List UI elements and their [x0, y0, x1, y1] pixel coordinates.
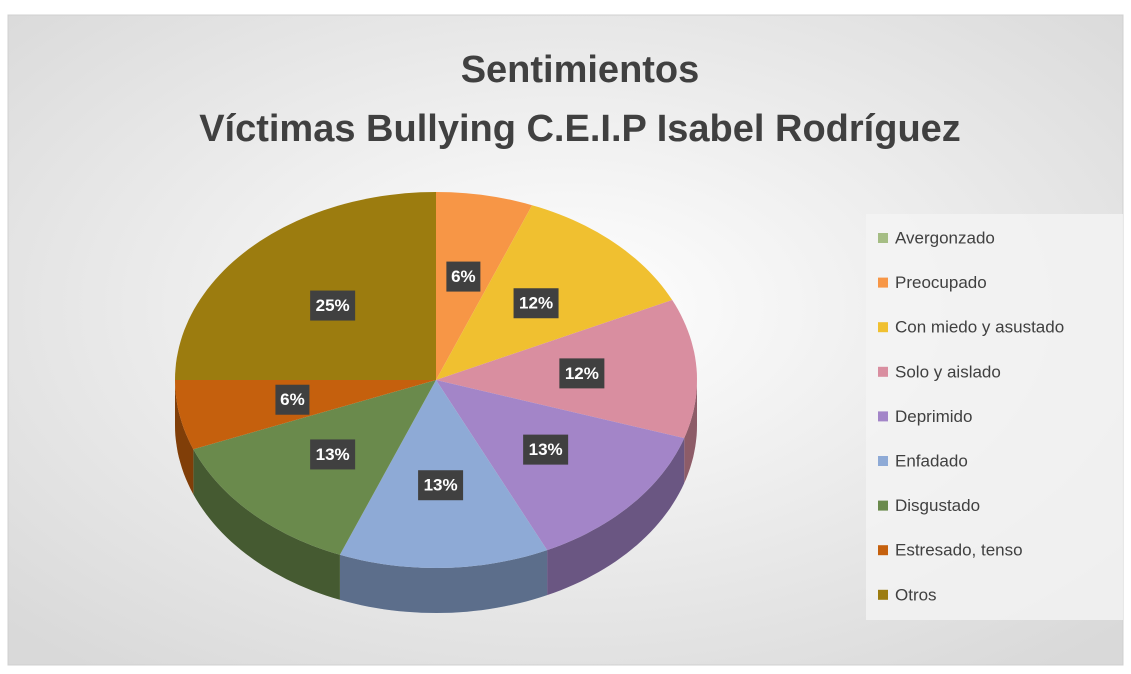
data-label-box — [310, 439, 356, 470]
legend-swatch — [878, 456, 888, 466]
pie-slice — [175, 192, 436, 380]
pie-slice — [436, 380, 685, 551]
pie-side-shade — [339, 550, 548, 613]
data-label: 12% — [519, 294, 553, 313]
chart-title: Sentimientos — [461, 49, 700, 91]
pie-side — [684, 380, 697, 484]
data-label-box — [275, 384, 310, 415]
chart-title-line2: Víctimas Bullying C.E.I.P Isabel Rodrígu… — [199, 108, 961, 150]
pie-side-shade — [175, 380, 194, 495]
legend-swatch — [878, 366, 888, 377]
legend-label: Enfadado — [895, 451, 968, 470]
legend-label: Disgustado — [895, 496, 980, 515]
data-label: 12% — [565, 364, 599, 383]
data-label: 13% — [424, 476, 458, 495]
legend-swatch — [878, 322, 888, 333]
legend-label: Con miedo y asustado — [895, 318, 1064, 337]
pie-side-shade — [193, 449, 340, 600]
legend-box — [866, 214, 1123, 620]
legend-swatch — [878, 411, 888, 422]
legend-label: Deprimido — [895, 407, 972, 426]
data-label-box — [523, 434, 569, 465]
pie-slice — [436, 192, 533, 380]
pie-side — [339, 550, 548, 613]
legend-label: Solo y aislado — [895, 362, 1001, 381]
legend-swatch — [878, 233, 888, 243]
data-label-box — [559, 358, 605, 389]
data-label: 13% — [529, 440, 563, 459]
data-label: 6% — [451, 267, 476, 286]
pie-side-shade — [547, 438, 685, 596]
data-label-box — [310, 290, 356, 321]
legend-label: Otros — [895, 585, 937, 604]
data-label: 6% — [280, 390, 305, 409]
legend-swatch — [878, 500, 888, 511]
legend-label: Preocupado — [895, 273, 987, 292]
legend-swatch — [878, 589, 888, 600]
data-label-box — [418, 470, 464, 501]
pie-side — [547, 438, 685, 596]
legend-label: Estresado, tenso — [895, 541, 1023, 560]
data-label-box — [446, 261, 481, 292]
legend-swatch — [878, 277, 888, 288]
pie-side-shade — [684, 380, 697, 484]
legend-swatch — [878, 545, 888, 556]
data-label: 25% — [316, 296, 350, 315]
data-label-box — [513, 288, 559, 319]
pie-side — [175, 380, 194, 495]
legend-label: Avergonzado — [895, 228, 995, 247]
data-label: 13% — [316, 445, 350, 464]
pie-side — [193, 449, 340, 600]
